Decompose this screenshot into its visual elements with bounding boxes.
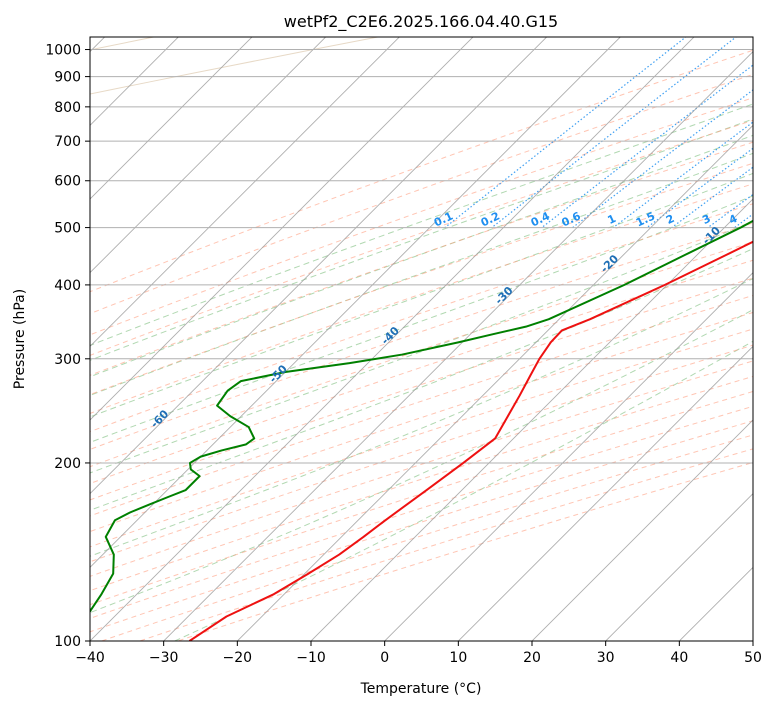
dry-adiabat-line: [90, 277, 753, 501]
dry-adiabat-line: [90, 294, 753, 517]
sounding-profiles: [90, 219, 753, 641]
dry-adiabat-line: [90, 344, 753, 563]
isotherm-line: [90, 37, 400, 347]
isotherm-line: [90, 37, 548, 495]
mixing-ratio-line: [491, 37, 738, 229]
y-tick-label: 700: [54, 134, 81, 150]
x-tick-label: −20: [223, 650, 253, 666]
isotherm-line: [90, 37, 327, 274]
isotherm-line: [605, 493, 753, 641]
x-axis-title: Temperature (°C): [360, 681, 482, 697]
y-tick-label: 200: [54, 456, 81, 472]
y-tick-label: 900: [54, 70, 81, 86]
y-tick-label: 300: [54, 352, 81, 368]
mixing-ratio-line: [572, 89, 753, 229]
dry-adiabat-line: [90, 241, 753, 468]
isotherm-line: [384, 272, 753, 641]
x-tick-label: −40: [75, 650, 105, 666]
moist-adiabat-line: [90, 248, 753, 511]
x-tick-label: 50: [744, 650, 762, 666]
isotherm-line: [90, 37, 474, 421]
x-tick-label: 30: [597, 650, 615, 666]
moist-adiabat-line: [174, 340, 753, 641]
x-tick-label: −30: [149, 650, 179, 666]
x-tick-label: 20: [523, 650, 541, 666]
temperature-profile: [188, 240, 753, 641]
isotherm-line: [531, 419, 753, 641]
mixing-ratio-line: [444, 37, 687, 229]
dry-adiabat-line: [90, 162, 753, 396]
x-tick-label: 40: [670, 650, 688, 666]
x-tick-label: −10: [296, 650, 326, 666]
mixing-ratio-lines: [444, 37, 753, 229]
mixing-ratio-line: [541, 64, 753, 229]
dry-adiabats: [90, 49, 753, 641]
x-tick-label: 0: [380, 650, 389, 666]
isotherm-line: [310, 198, 753, 641]
dry-adiabat-line: [90, 360, 753, 577]
moist-adiabat-line: [90, 118, 753, 361]
y-axis-title: Pressure (hPa): [12, 289, 28, 389]
dry-adiabat-line: [90, 405, 753, 619]
moist-adiabat-line: [90, 195, 753, 443]
chart-title: wetPf2_C2E6.2025.166.04.40.G15: [284, 12, 558, 32]
isotherm-line: [90, 37, 621, 568]
plot-area: 0.10.20.40.611.52346810131620253036-100-…: [90, 37, 753, 641]
mixing-ratio-line: [612, 121, 753, 229]
moist-adiabat-line: [90, 134, 753, 378]
dry-adiabat-line: [90, 390, 753, 606]
isotherm-line: [236, 124, 753, 641]
y-axis: 100 200 300 400 500 600 700 800 900 1000: [45, 43, 90, 650]
dry-adiabat-line: [90, 141, 753, 376]
plot-frame: [89, 36, 754, 642]
y-tick-label: 400: [54, 278, 81, 294]
dry-adiabat-line: [90, 203, 753, 433]
dry-adiabat-line: [90, 328, 753, 548]
y-tick-label: 500: [54, 221, 81, 237]
moist-adiabat-line: [90, 309, 753, 614]
dewpoint-profile: [90, 219, 753, 614]
isotherm-line: [163, 51, 753, 641]
moist-adiabat-line: [90, 277, 753, 557]
isobar-grid: [90, 49, 753, 641]
y-tick-label: 1000: [45, 43, 81, 59]
x-axis: −40 −30 −20 −10 0 10 20 30 40 50: [75, 641, 762, 666]
isotherm-lines: [90, 37, 753, 641]
y-tick-label: 800: [54, 100, 81, 116]
x-tick-label: 10: [449, 650, 467, 666]
isotherm-line: [90, 37, 695, 641]
y-tick-label: 600: [54, 174, 81, 190]
y-tick-label: 100: [54, 634, 81, 650]
dry-adiabat-line: [100, 434, 753, 641]
isotherm-line: [90, 37, 253, 200]
